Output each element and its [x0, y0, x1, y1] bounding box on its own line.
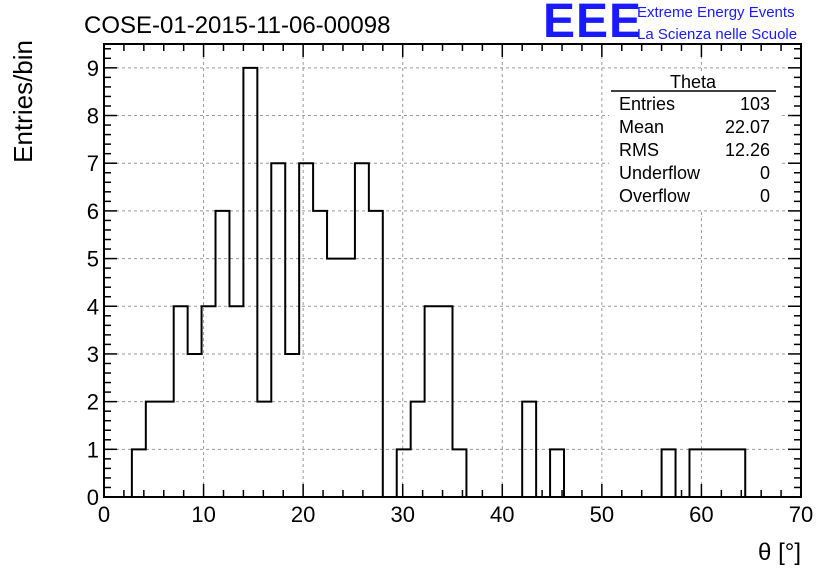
x-tick-label: 0 [98, 502, 110, 527]
stats-row-value: 12.26 [725, 140, 770, 160]
stats-box-background [609, 72, 779, 210]
x-tick-label: 30 [390, 502, 414, 527]
x-tick-label: 70 [789, 502, 813, 527]
stats-row-value: 103 [740, 94, 770, 114]
stats-box: Theta Entries 103 Mean 22.07 RMS 12.26 Underfl… [609, 72, 779, 210]
eee-logo-line2: La Scienza nelle Scuole [637, 26, 798, 43]
plot-frame [103, 43, 802, 498]
chart-title: COSE-01-2015-11-06-00098 [84, 12, 390, 39]
stats-box-rows: Entries 103 Mean 22.07 RMS 12.26 Underflow 0 Ove… [619, 94, 770, 206]
x-tick-label: 40 [490, 502, 514, 527]
y-tick-label: 7 [87, 151, 99, 176]
y-tick-label: 9 [87, 56, 99, 81]
y-tick-labels: 0 1 2 3 4 5 6 7 8 9 [87, 56, 99, 510]
y-axis-label: Entries/bin [8, 40, 38, 163]
stats-row-label: Underflow [619, 163, 701, 183]
axis-ticks [103, 44, 802, 498]
y-tick-label: 0 [87, 485, 99, 510]
y-tick-label: 3 [87, 342, 99, 367]
y-tick-label: 5 [87, 247, 99, 272]
y-tick-label: 2 [87, 390, 99, 415]
x-tick-label: 50 [590, 502, 614, 527]
x-tick-labels: 0 10 20 30 40 50 60 70 [98, 502, 813, 527]
stats-row-label: Mean [619, 117, 664, 137]
stats-row-value: 0 [760, 163, 770, 183]
y-tick-label: 8 [87, 104, 99, 129]
stats-row-label: Overflow [619, 186, 691, 206]
x-tick-label: 10 [191, 502, 215, 527]
stats-row-label: Entries [619, 94, 675, 114]
y-tick-label: 1 [87, 437, 99, 462]
y-tick-label: 6 [87, 199, 99, 224]
stats-row-value: 0 [760, 186, 770, 206]
eee-logo-line1: Extreme Energy Events [637, 4, 795, 21]
stats-row-value: 22.07 [725, 117, 770, 137]
x-tick-label: 60 [689, 502, 713, 527]
eee-logo-mark: EEE [543, 0, 643, 48]
stats-row-label: RMS [619, 140, 659, 160]
x-axis-label: θ [°] [758, 539, 801, 566]
stats-box-title: Theta [670, 72, 717, 92]
y-tick-label: 4 [87, 294, 99, 319]
x-tick-label: 20 [291, 502, 315, 527]
